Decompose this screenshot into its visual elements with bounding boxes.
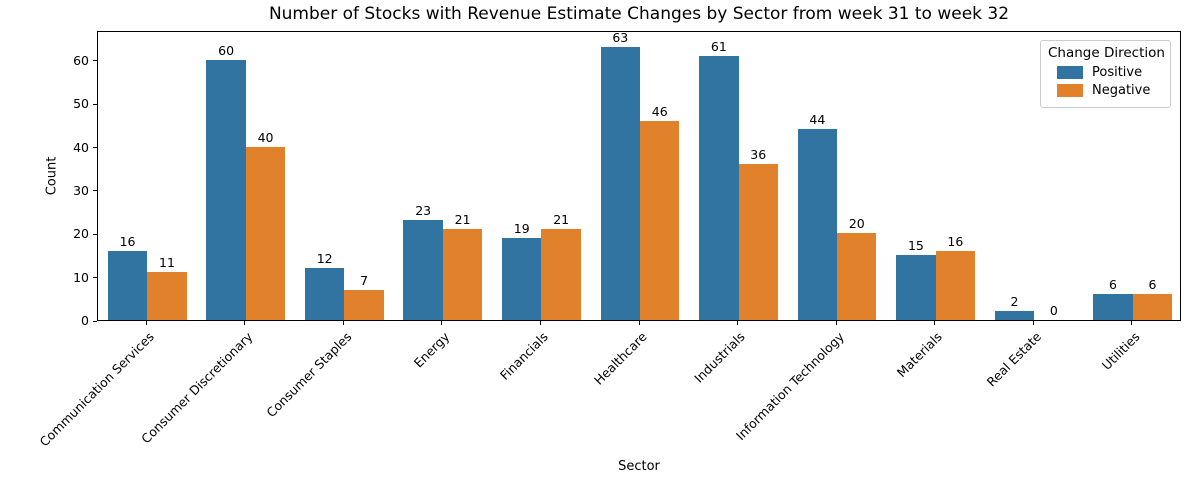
bar-positive [896, 254, 936, 320]
x-tick-mark [342, 321, 344, 325]
x-tick-label-text: Information Technology [732, 329, 847, 444]
x-tick-label-text: Communication Services [36, 329, 157, 450]
x-tick-mark [1032, 321, 1034, 325]
bar-value-label: 19 [513, 220, 530, 236]
x-tick-label-text: Consumer Discretionary [138, 329, 256, 447]
x-tick-mark [934, 321, 936, 325]
bar-positive [304, 267, 345, 320]
y-tick-label: 20 [73, 226, 89, 242]
legend-entry-negative: Negative [1057, 83, 1163, 98]
x-tick-mark [145, 321, 147, 325]
x-tick-mark [737, 321, 739, 325]
bar-positive [502, 237, 542, 320]
y-tick-label: 40 [73, 139, 89, 155]
bar-value-label: 60 [218, 42, 235, 58]
x-tick-label-text: Healthcare [590, 329, 650, 388]
bar-value-label: 6 [1109, 277, 1117, 292]
bar-value-label: 2 [1010, 294, 1019, 310]
y-tick-label: 60 [73, 52, 89, 68]
bar-positive [699, 55, 739, 320]
bar-value-label: 23 [415, 203, 432, 219]
x-tick-mark [835, 321, 837, 325]
bar-negative [442, 228, 483, 320]
bar-negative [738, 163, 778, 320]
bar-value-label: 46 [651, 103, 668, 119]
legend-swatch-negative [1057, 84, 1083, 97]
y-tick-label: 10 [73, 269, 89, 285]
y-tick-label: 0 [81, 313, 89, 328]
bar-value-label: 0 [1049, 303, 1058, 318]
bar-value-label: 63 [612, 29, 629, 45]
x-tick-label-text: Real Estate [983, 329, 1044, 390]
bar-negative [1132, 294, 1173, 320]
x-tick-mark [244, 321, 246, 325]
x-tick-mark [441, 321, 443, 325]
y-tick-label: 30 [73, 182, 89, 198]
y-tick-mark [93, 190, 97, 192]
bar-positive [994, 311, 1035, 320]
y-tick-label: 50 [73, 96, 89, 112]
x-tick-label-text: Materials [894, 329, 946, 381]
bar-value-label: 7 [360, 272, 369, 288]
bar-positive [1093, 294, 1133, 320]
bar-value-label: 40 [257, 129, 274, 145]
legend-entries: Positive Negative [1048, 65, 1163, 98]
x-tick-mark [638, 321, 640, 325]
bar-value-label: 6 [1148, 277, 1157, 292]
x-tick-label-text: Utilities [1098, 329, 1143, 373]
bar-value-label: 15 [907, 237, 924, 253]
bar-positive [797, 129, 838, 320]
bar-value-label: 21 [553, 211, 570, 227]
bar-value-label: 20 [848, 216, 865, 232]
y-tick-mark [93, 60, 97, 62]
y-tick-mark [93, 320, 97, 322]
bar-positive [403, 220, 443, 320]
x-tick-label-text: Energy [410, 329, 453, 371]
y-tick-mark [93, 277, 97, 279]
legend-title: Change Direction [1048, 45, 1165, 61]
bar-value-label: 16 [119, 233, 136, 249]
x-tick-label-text: Industrials [691, 329, 749, 386]
bar-value-label: 11 [159, 255, 175, 271]
bar-negative [640, 120, 680, 320]
bar-value-label: 36 [750, 146, 767, 162]
x-tick-mark [1131, 321, 1133, 325]
legend: Change Direction Positive Negative [1040, 40, 1171, 108]
bar-negative [837, 233, 877, 320]
x-tick-label-text: Consumer Staples [262, 329, 354, 421]
bar-negative [344, 289, 384, 320]
y-tick-mark [93, 233, 97, 235]
bar-value-label: 44 [809, 112, 826, 128]
bar-value-label: 61 [710, 38, 727, 54]
bar-positive [206, 59, 246, 320]
bar-negative [245, 146, 286, 320]
bar-negative [147, 272, 187, 320]
plot-area: 16 11 60 40 12 7 23 21 19 21 63 46 61 36 44 20 15 16 2 0 6 6 [97, 29, 1181, 321]
x-tick-mark [539, 321, 541, 325]
y-tick-mark [93, 103, 97, 105]
bar-negative [935, 250, 976, 320]
y-tick-mark [93, 147, 97, 149]
x-tick-label-text: Financials [497, 329, 552, 383]
legend-swatch-positive [1057, 66, 1083, 79]
legend-entry-positive: Positive [1057, 65, 1163, 80]
x-axis-label: Sector [618, 459, 660, 474]
bar-positive [600, 46, 640, 320]
bar-value-label: 12 [316, 250, 333, 266]
legend-entry-label: Negative [1092, 83, 1151, 98]
legend-entry-label: Positive [1092, 65, 1143, 80]
bar-value-label: 21 [454, 211, 471, 227]
bar-positive [107, 250, 148, 320]
chart-title: Number of Stocks with Revenue Estimate C… [268, 4, 1010, 24]
bar-value-label: 16 [947, 233, 964, 249]
bar-negative [541, 228, 581, 320]
